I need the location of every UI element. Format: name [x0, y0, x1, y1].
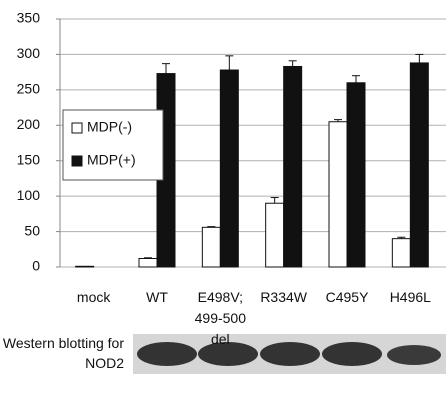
error-bar	[225, 56, 233, 70]
y-tick-label: 100	[17, 187, 41, 203]
legend-label: MDP(+)	[87, 152, 136, 168]
x-tick-label: H496L	[379, 287, 441, 308]
western-blot	[133, 334, 446, 374]
bar	[410, 63, 428, 267]
legend-label: MDP(-)	[87, 119, 132, 135]
bar	[347, 83, 365, 267]
bar	[284, 66, 302, 267]
bar	[329, 122, 347, 267]
y-tick-label: 150	[17, 151, 41, 167]
x-tick-label: E498V; 499-500 del	[189, 287, 251, 350]
x-tick-label: mock	[63, 287, 125, 308]
x-tick-label: R334W	[253, 287, 315, 308]
legend-marker	[72, 156, 82, 166]
error-bar	[289, 61, 297, 67]
y-tick-label: 300	[17, 45, 41, 61]
blot-label: Western blotting for NOD2	[0, 333, 124, 373]
legend-marker	[72, 123, 82, 133]
bar	[76, 266, 94, 267]
x-tick-label: WT	[126, 287, 188, 308]
figure: {"chart_data": {"type": "bar", "categori…	[0, 0, 446, 410]
bar	[139, 258, 157, 267]
bar	[202, 227, 220, 267]
y-tick-label: 50	[24, 222, 40, 238]
y-tick-label: 0	[32, 258, 40, 274]
bar	[220, 70, 238, 267]
error-bar	[415, 54, 423, 63]
error-bar	[162, 64, 170, 74]
y-tick-label: 350	[17, 10, 41, 26]
bar	[392, 239, 410, 267]
bar	[266, 203, 284, 267]
error-bar	[352, 76, 360, 83]
y-tick-label: 250	[17, 81, 41, 97]
y-tick-label: 200	[17, 116, 41, 132]
x-tick-label: C495Y	[316, 287, 378, 308]
error-bar	[271, 198, 279, 204]
